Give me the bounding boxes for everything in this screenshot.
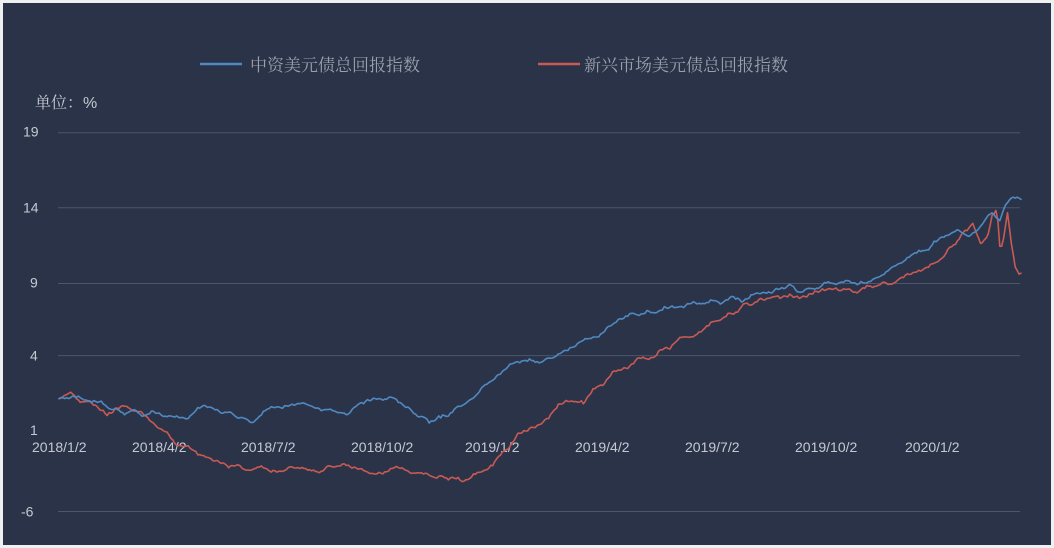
svg-text:9: 9 <box>30 275 38 291</box>
svg-text:2019/10/2: 2019/10/2 <box>795 439 857 455</box>
svg-text:2018/7/2: 2018/7/2 <box>241 439 296 455</box>
svg-text:2019/1/2: 2019/1/2 <box>465 439 520 455</box>
svg-text:2020/1/2: 2020/1/2 <box>905 439 960 455</box>
svg-text:2019/7/2: 2019/7/2 <box>685 439 740 455</box>
svg-text:2019/4/2: 2019/4/2 <box>575 439 630 455</box>
svg-text:19: 19 <box>23 123 39 139</box>
svg-text:2018/1/2: 2018/1/2 <box>32 439 87 455</box>
svg-text:新兴市场美元债总回报指数: 新兴市场美元债总回报指数 <box>584 56 788 75</box>
svg-text:2018/4/2: 2018/4/2 <box>132 439 187 455</box>
svg-text:14: 14 <box>23 200 39 216</box>
svg-text:1: 1 <box>30 422 38 438</box>
svg-text:-6: -6 <box>21 504 34 520</box>
svg-text:4: 4 <box>30 348 38 364</box>
svg-text:中资美元债总回报指数: 中资美元债总回报指数 <box>250 56 420 75</box>
svg-text:2018/10/2: 2018/10/2 <box>351 439 413 455</box>
svg-text:单位：%: 单位：% <box>35 94 97 112</box>
